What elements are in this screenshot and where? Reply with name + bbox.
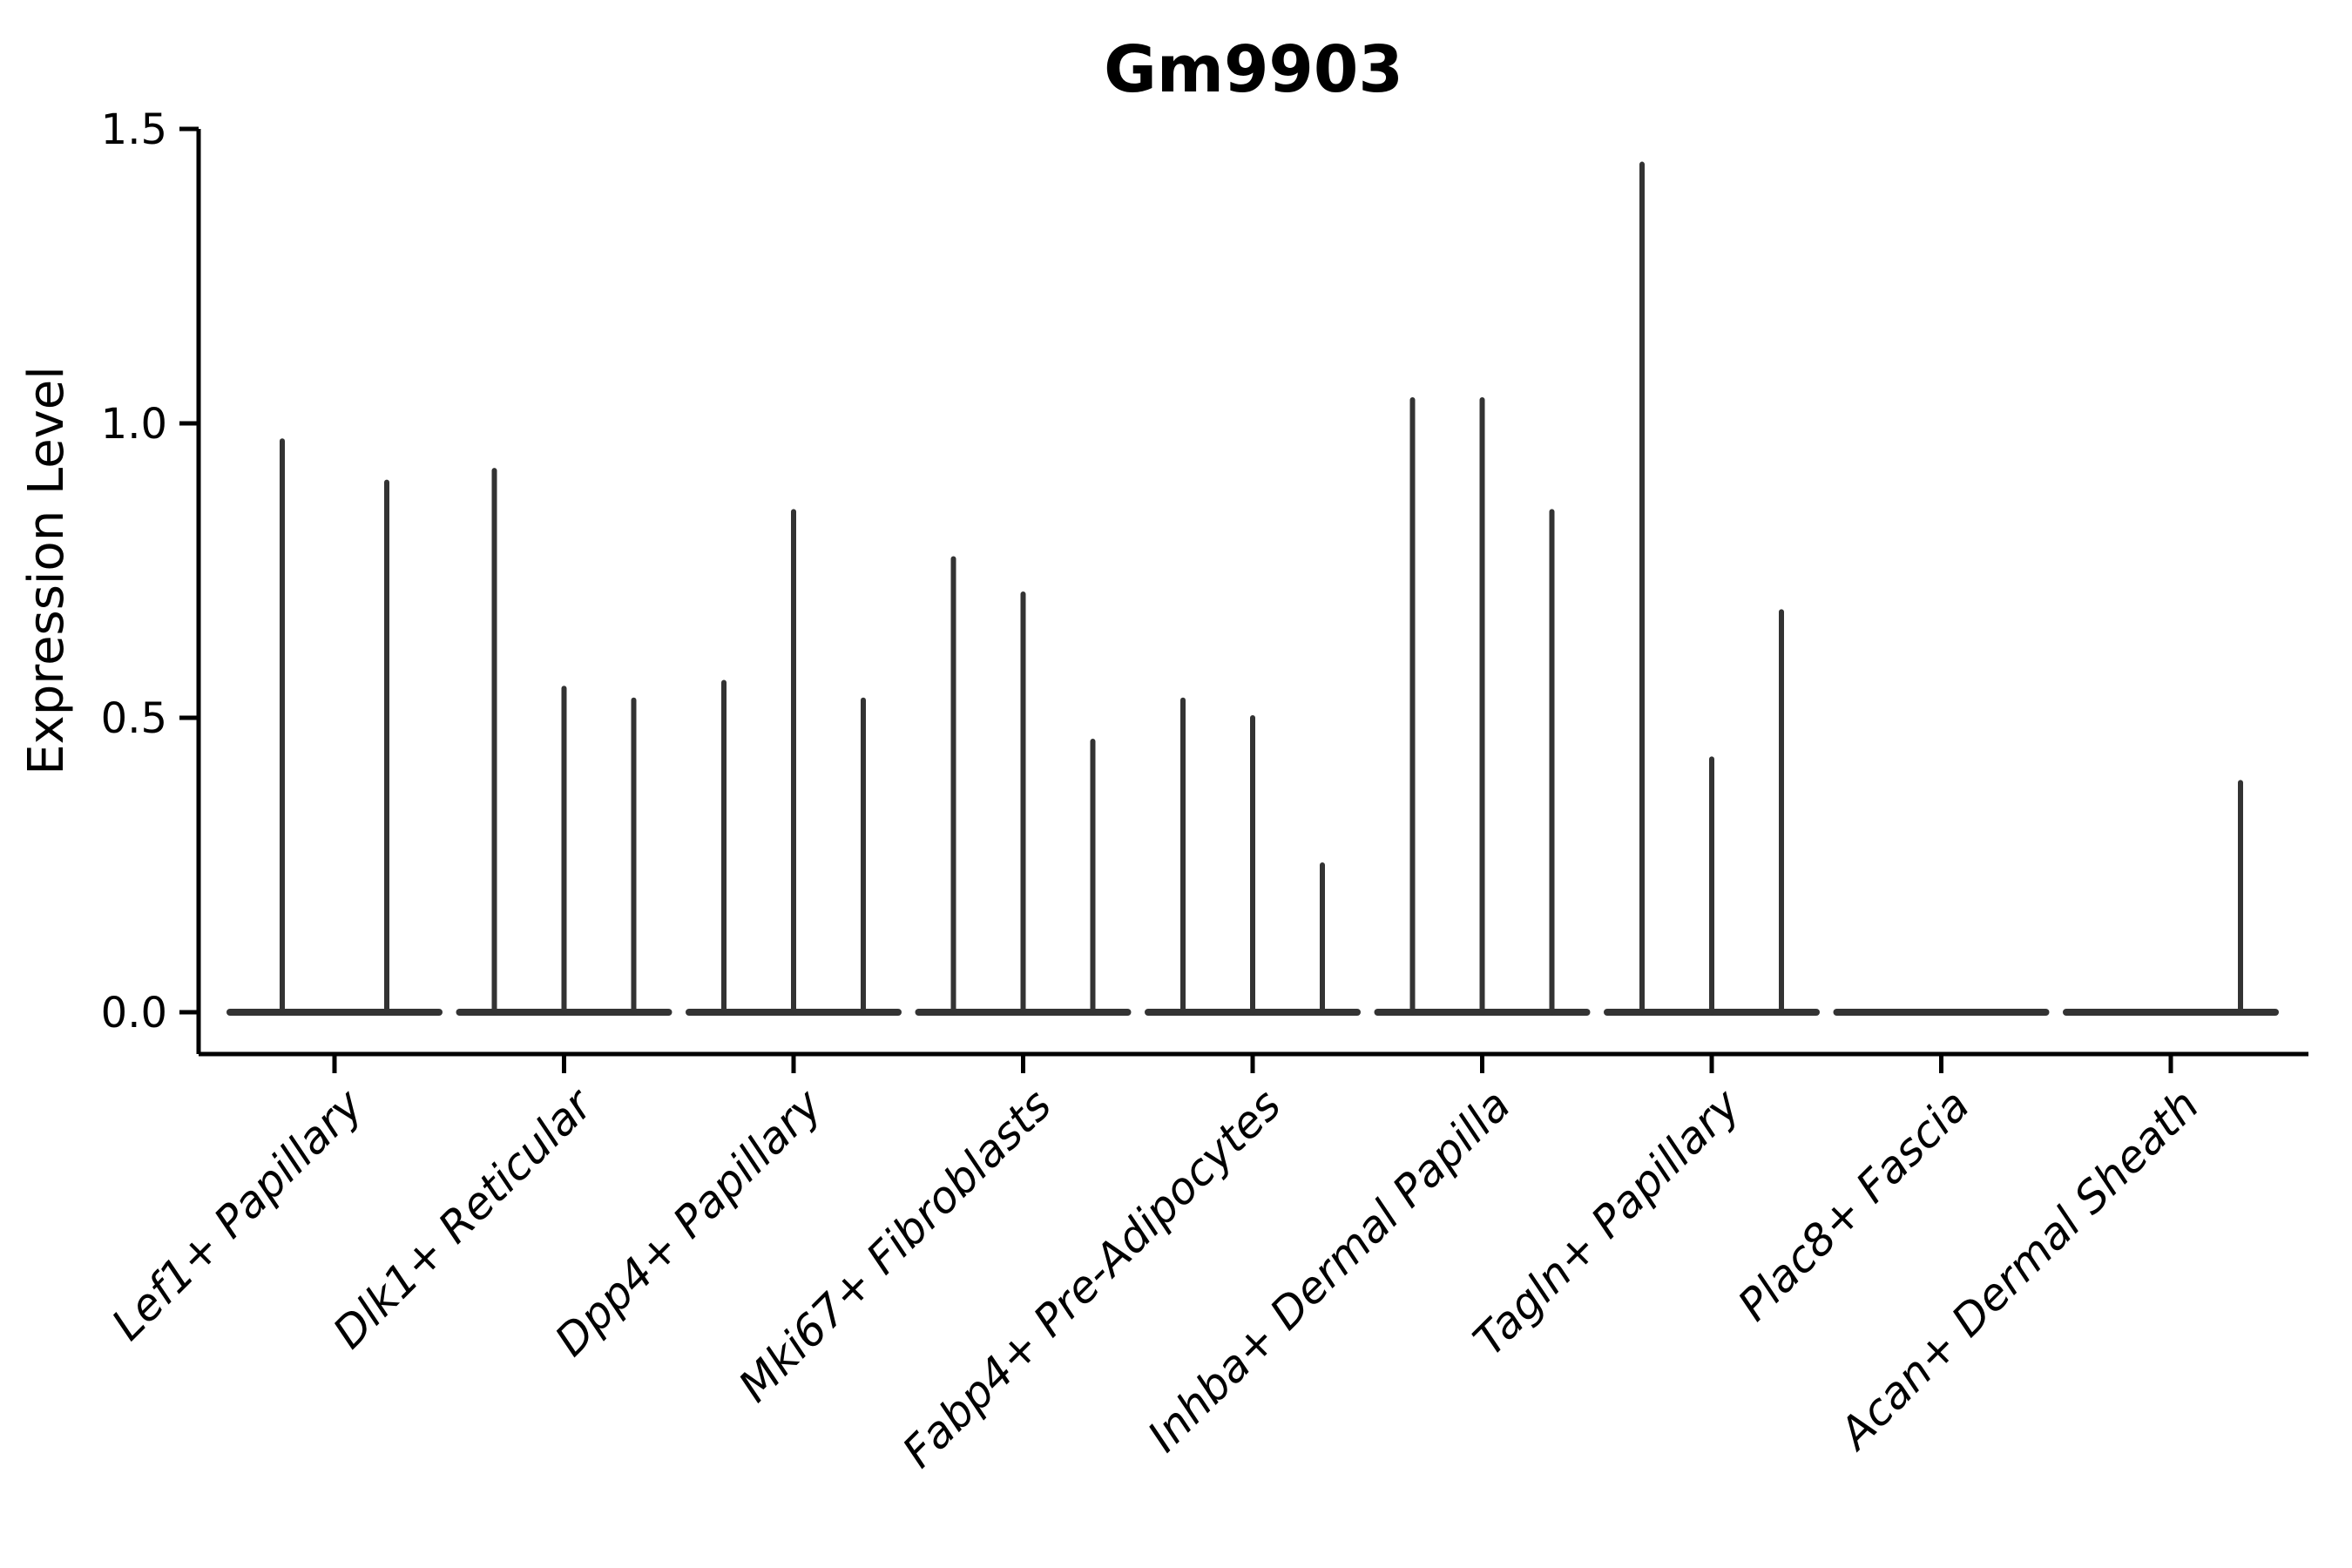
y-tick-label: 1.5	[101, 105, 167, 154]
x-tick-label: Inhba+ Dermal Papilla	[1139, 1079, 1520, 1461]
violins-layer	[226, 161, 2279, 1016]
x-tick-label: Plac8+ Fascia	[1728, 1079, 1979, 1330]
violin-group	[456, 468, 672, 1016]
y-tick-label: 1.0	[101, 400, 167, 449]
violin-group	[686, 509, 902, 1016]
x-tick-label: Lef1+ Papillary	[102, 1078, 373, 1349]
y-tick-label: 0.0	[101, 989, 167, 1037]
violin-group	[1145, 697, 1361, 1016]
y-tick-label: 0.5	[101, 694, 167, 743]
y-axis-label: Expression Level	[18, 366, 75, 775]
chart-title: Gm9903	[1104, 32, 1403, 107]
violin-group	[1374, 396, 1591, 1016]
violin-group	[2063, 780, 2279, 1016]
x-tick-label: Fabp4+ Pre-Adipocytes	[893, 1079, 1291, 1477]
violin-group	[1604, 161, 1820, 1016]
violin-group	[226, 438, 443, 1016]
violin-group	[915, 556, 1132, 1016]
